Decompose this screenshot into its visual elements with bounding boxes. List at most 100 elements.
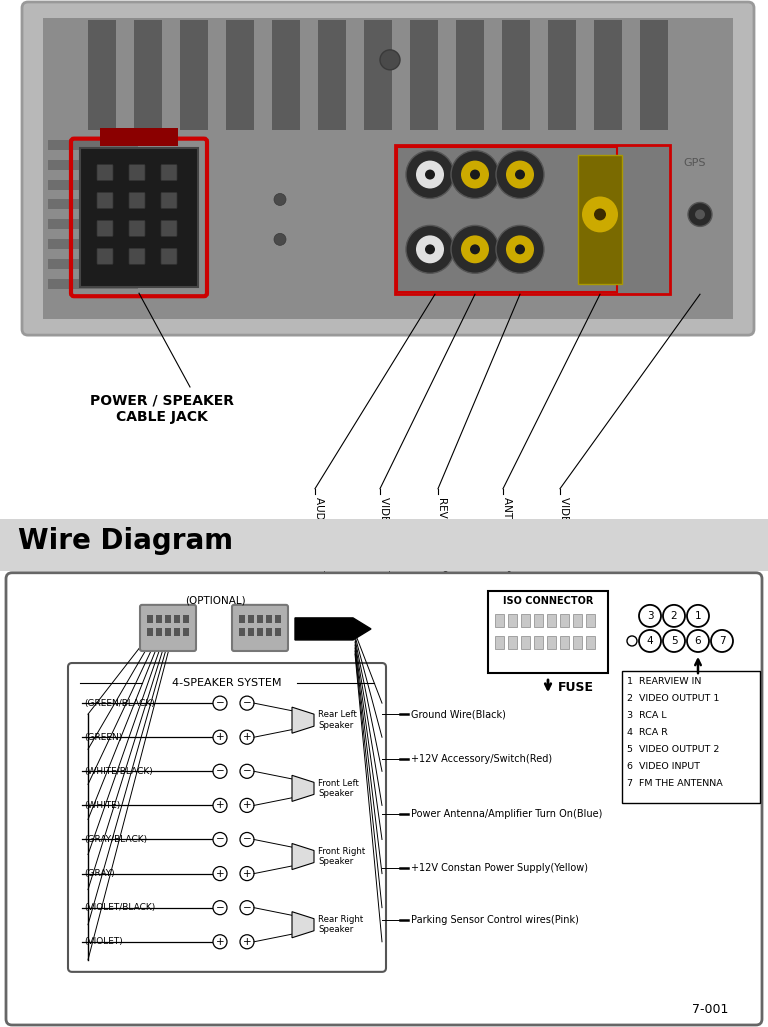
Circle shape — [240, 730, 254, 745]
Text: REVERSAL INPUT: REVERSAL INPUT — [437, 497, 447, 584]
FancyBboxPatch shape — [502, 20, 530, 129]
FancyBboxPatch shape — [48, 140, 138, 150]
Circle shape — [470, 169, 480, 180]
Text: Ground Wire(Black): Ground Wire(Black) — [411, 710, 506, 719]
Text: 4-SPEAKER SYSTEM: 4-SPEAKER SYSTEM — [172, 678, 282, 688]
FancyBboxPatch shape — [272, 20, 300, 129]
Circle shape — [416, 160, 444, 189]
Text: −: − — [243, 698, 251, 709]
FancyBboxPatch shape — [48, 159, 138, 169]
Text: 1  REARVIEW IN: 1 REARVIEW IN — [627, 677, 701, 686]
FancyBboxPatch shape — [165, 615, 171, 623]
Text: +12V Constan Power Supply(Yellow): +12V Constan Power Supply(Yellow) — [411, 863, 588, 873]
FancyBboxPatch shape — [97, 221, 113, 236]
Text: +: + — [216, 800, 224, 810]
FancyBboxPatch shape — [156, 615, 162, 623]
Circle shape — [406, 225, 454, 273]
Text: (VIOLET/BLACK): (VIOLET/BLACK) — [84, 903, 155, 912]
FancyBboxPatch shape — [88, 20, 116, 129]
Circle shape — [240, 867, 254, 880]
FancyBboxPatch shape — [165, 627, 171, 636]
Text: (GREEN/BLACK): (GREEN/BLACK) — [84, 698, 154, 708]
Text: AUDIO OUTPUT: AUDIO OUTPUT — [314, 497, 324, 576]
FancyBboxPatch shape — [0, 519, 768, 571]
Polygon shape — [292, 775, 314, 801]
Text: 7: 7 — [719, 636, 725, 646]
Circle shape — [506, 160, 534, 189]
FancyBboxPatch shape — [248, 615, 254, 623]
Text: Rear Right
Speaker: Rear Right Speaker — [318, 915, 363, 935]
Text: −: − — [243, 835, 251, 844]
Circle shape — [496, 151, 544, 198]
FancyBboxPatch shape — [395, 145, 670, 294]
FancyBboxPatch shape — [364, 20, 392, 129]
FancyBboxPatch shape — [495, 636, 504, 649]
Polygon shape — [292, 708, 314, 733]
Text: +: + — [243, 800, 251, 810]
Text: 4: 4 — [647, 636, 654, 646]
Text: 2  VIDEO OUTPUT 1: 2 VIDEO OUTPUT 1 — [627, 693, 720, 702]
FancyBboxPatch shape — [318, 20, 346, 129]
Circle shape — [240, 935, 254, 949]
FancyBboxPatch shape — [594, 20, 622, 129]
Circle shape — [274, 193, 286, 205]
FancyBboxPatch shape — [6, 573, 762, 1025]
Circle shape — [627, 636, 637, 646]
Text: POWER / SPEAKER
CABLE JACK: POWER / SPEAKER CABLE JACK — [90, 394, 234, 424]
FancyBboxPatch shape — [147, 627, 153, 636]
FancyBboxPatch shape — [48, 239, 138, 250]
Polygon shape — [292, 912, 314, 938]
FancyBboxPatch shape — [239, 627, 245, 636]
Circle shape — [515, 244, 525, 255]
FancyBboxPatch shape — [48, 279, 138, 290]
Text: −: − — [216, 835, 224, 844]
FancyBboxPatch shape — [508, 614, 517, 626]
Circle shape — [451, 225, 499, 273]
Circle shape — [663, 630, 685, 652]
Text: +: + — [243, 732, 251, 743]
Circle shape — [240, 764, 254, 778]
FancyBboxPatch shape — [586, 614, 595, 626]
Text: +12V Accessory/Switch(Red): +12V Accessory/Switch(Red) — [411, 754, 552, 764]
Text: Rear Left
Speaker: Rear Left Speaker — [318, 711, 357, 730]
FancyBboxPatch shape — [248, 627, 254, 636]
FancyBboxPatch shape — [488, 591, 608, 673]
FancyBboxPatch shape — [226, 20, 254, 129]
Text: 7  FM THE ANTENNA: 7 FM THE ANTENNA — [627, 778, 723, 788]
Circle shape — [213, 833, 227, 846]
FancyBboxPatch shape — [521, 636, 530, 649]
Text: 3  RCA L: 3 RCA L — [627, 711, 667, 720]
FancyBboxPatch shape — [174, 615, 180, 623]
Circle shape — [695, 210, 705, 220]
FancyBboxPatch shape — [174, 627, 180, 636]
FancyBboxPatch shape — [266, 615, 272, 623]
FancyBboxPatch shape — [547, 614, 556, 626]
Circle shape — [687, 605, 709, 626]
Text: Front Left
Speaker: Front Left Speaker — [318, 778, 359, 798]
FancyBboxPatch shape — [560, 636, 569, 649]
Text: +: + — [243, 869, 251, 878]
Text: +: + — [243, 937, 251, 947]
Circle shape — [213, 935, 227, 949]
Text: VIDEO OUTPUT: VIDEO OUTPUT — [379, 497, 389, 575]
FancyBboxPatch shape — [156, 627, 162, 636]
FancyBboxPatch shape — [521, 614, 530, 626]
Circle shape — [594, 208, 606, 221]
Text: 6: 6 — [695, 636, 701, 646]
Text: Parking Sensor Control wires(Pink): Parking Sensor Control wires(Pink) — [411, 915, 579, 924]
Text: 6  VIDEO INPUT: 6 VIDEO INPUT — [627, 762, 700, 771]
FancyBboxPatch shape — [508, 636, 517, 649]
Text: 5: 5 — [670, 636, 677, 646]
Text: +: + — [216, 869, 224, 878]
FancyBboxPatch shape — [48, 220, 138, 229]
FancyBboxPatch shape — [22, 2, 754, 335]
FancyBboxPatch shape — [534, 614, 543, 626]
Text: ANTENNA JACK: ANTENNA JACK — [502, 497, 512, 574]
FancyBboxPatch shape — [183, 627, 189, 636]
FancyBboxPatch shape — [129, 249, 145, 264]
Circle shape — [213, 696, 227, 710]
Circle shape — [240, 901, 254, 915]
FancyBboxPatch shape — [68, 663, 386, 972]
Circle shape — [425, 244, 435, 255]
FancyBboxPatch shape — [534, 636, 543, 649]
